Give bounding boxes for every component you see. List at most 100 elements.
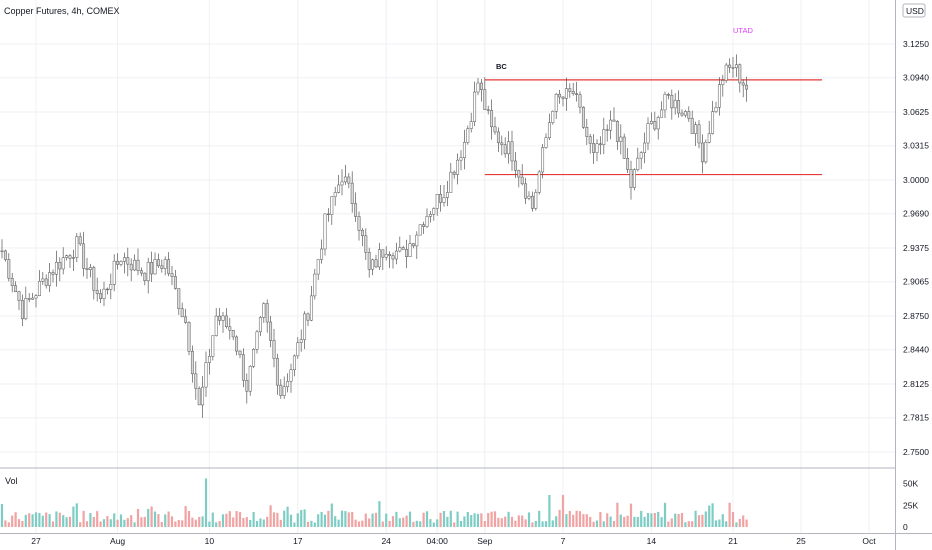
volume-bar <box>340 510 344 527</box>
volume-bar <box>75 503 78 527</box>
currency-button[interactable]: USD <box>902 3 926 18</box>
volume-bar <box>561 494 565 527</box>
chart-title: Copper Futures, 4h, COMEX <box>4 6 120 16</box>
volume-bar <box>521 515 524 527</box>
volume-bar <box>371 513 374 527</box>
candle-body <box>666 93 670 96</box>
volume-bar <box>300 509 303 527</box>
volume-bar <box>65 517 68 527</box>
volume-bar <box>487 513 490 527</box>
candle-body <box>479 82 483 90</box>
candle-body <box>707 133 711 143</box>
volume-bar <box>313 522 316 527</box>
volume-bar <box>667 521 670 527</box>
candle-body <box>558 93 562 98</box>
candle-body <box>31 297 35 300</box>
volume-bar <box>354 519 357 527</box>
volume-bar <box>456 511 459 527</box>
candle-body <box>275 358 279 386</box>
candle-body <box>24 298 28 320</box>
volume-bar <box>306 521 310 527</box>
volume-bar <box>266 516 269 527</box>
volume-bar <box>595 520 599 527</box>
volume-bar <box>330 503 333 527</box>
volume-bar <box>432 522 435 527</box>
volume-bar <box>721 514 724 527</box>
volume-bar <box>327 510 330 527</box>
time-tick-label: Sep <box>477 536 492 546</box>
volume-bar <box>476 513 480 527</box>
candle-body <box>211 335 215 357</box>
volume-bar <box>323 514 327 527</box>
volume-bar <box>687 521 690 527</box>
candle-body <box>381 249 385 258</box>
price-axis[interactable]: 3.1250 3.0940 3.0625 3.0315 3.0000 2.9690 2.93… <box>903 39 929 457</box>
volume-bar <box>34 512 38 527</box>
candle-body <box>605 129 609 131</box>
volume-bar <box>303 509 306 527</box>
price-tick-label: 2.9065 <box>903 277 929 287</box>
time-tick-label: 7 <box>561 536 566 546</box>
volume-bar <box>619 514 622 527</box>
candle-body <box>85 267 89 270</box>
candle-body <box>469 121 473 129</box>
candle-body <box>126 257 130 265</box>
volume-bar <box>616 502 619 527</box>
candle-body <box>513 160 517 171</box>
volume-bar <box>578 511 582 527</box>
candle-body <box>177 288 181 309</box>
candle-body <box>704 142 708 163</box>
time-axis[interactable]: 27 Aug 10 17 24 04:00 Sep 7 14 21 25 Oct <box>31 536 876 546</box>
candle-body <box>360 230 364 237</box>
volume-label: Vol <box>5 476 18 486</box>
currency-button-frame[interactable] <box>902 3 926 18</box>
candle-body <box>160 265 164 269</box>
volume-bar <box>143 516 146 527</box>
candle-body <box>296 342 300 357</box>
candle-body <box>418 224 422 236</box>
candle-body <box>632 169 636 188</box>
candle-body <box>109 284 113 290</box>
volume-bar <box>92 516 95 527</box>
volume-bar <box>704 511 707 527</box>
candle-body <box>133 259 137 271</box>
candle-body <box>690 118 694 134</box>
candle-body <box>37 281 41 296</box>
volume-bar <box>320 511 323 527</box>
candles <box>0 54 749 418</box>
volume-bar <box>677 513 680 527</box>
candle-body <box>445 192 449 198</box>
volume-bar <box>221 514 225 527</box>
volume-bar <box>514 520 517 527</box>
volume-bar <box>385 513 388 527</box>
price-tick-label: 2.9375 <box>903 243 929 253</box>
price-tick-label: 3.0000 <box>903 175 929 185</box>
volume-bar <box>62 515 65 527</box>
candle-body <box>731 67 735 69</box>
volume-bar <box>204 478 208 527</box>
price-tick-label: 2.8440 <box>903 345 929 355</box>
candle-body <box>663 93 667 111</box>
volume-axis: 50K 25K 0 <box>903 479 918 532</box>
volume-bar <box>58 512 61 527</box>
volume-bar <box>164 514 167 527</box>
price-tick-label: 2.7815 <box>903 413 929 423</box>
volume-bar <box>357 521 361 527</box>
volume-bar <box>96 511 99 527</box>
volume-bar <box>147 508 150 527</box>
volume-bar <box>269 505 272 527</box>
volume-bar <box>374 512 378 527</box>
candle-body <box>65 255 69 258</box>
time-tick-label: Aug <box>110 536 125 546</box>
volume-bar <box>368 518 371 527</box>
price-tick-label: 2.7500 <box>903 447 929 457</box>
volume-bar <box>670 518 673 527</box>
candle-body <box>697 124 701 144</box>
candle-body <box>245 380 249 392</box>
candle-body <box>490 110 494 128</box>
volume-bar <box>99 521 102 527</box>
candle-body <box>527 195 531 199</box>
volume-bar <box>398 518 401 527</box>
candle-body <box>452 171 456 175</box>
